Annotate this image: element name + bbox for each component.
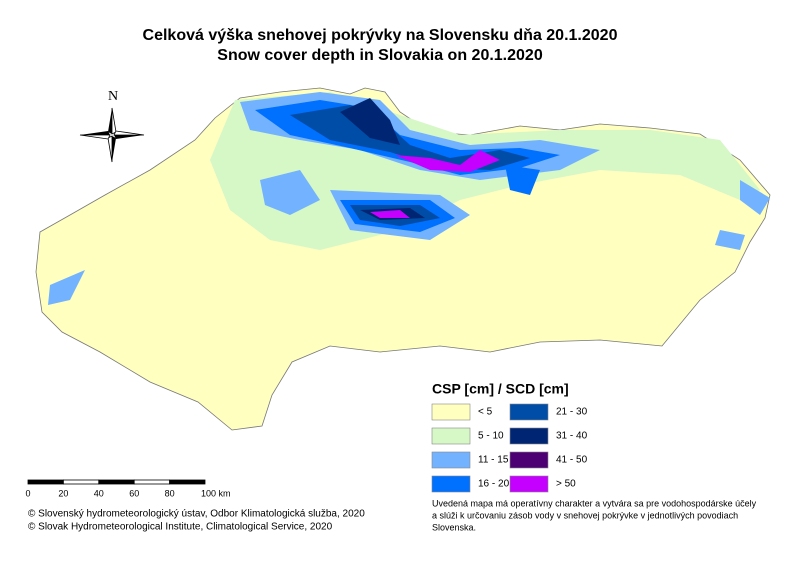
arrow-n: [111, 107, 117, 135]
legend-label: 5 - 10: [478, 431, 504, 442]
snow-31-40: [340, 98, 425, 220]
north-arrow: N: [79, 89, 145, 163]
legend-label: < 5: [478, 407, 493, 418]
scale-label: 0: [25, 488, 30, 498]
scale-label: 80: [165, 488, 175, 498]
legend-swatch: [431, 403, 471, 421]
legend-label: 21 - 30: [556, 407, 588, 418]
snow-over-50: [370, 150, 500, 218]
scale-segment: [27, 479, 64, 485]
scale-label: 60: [129, 488, 139, 498]
legend-swatch: [509, 475, 549, 493]
legend-swatch: [431, 451, 471, 469]
legend-swatch: [509, 451, 549, 469]
legend-label: 31 - 40: [556, 431, 588, 442]
arrow-s: [112, 136, 116, 162]
legend-label: 41 - 50: [556, 455, 588, 466]
credit: © Slovak Hydrometeorological Institute, …: [28, 522, 333, 533]
scale-segment: [98, 479, 135, 485]
snow-21-30: [290, 105, 530, 226]
arrow-e: [114, 135, 144, 139]
title-en: Snow cover depth in Slovakia on 20.1.202…: [217, 47, 543, 64]
arrow-w: [80, 131, 110, 135]
scale-bar: 0 20 40 60 80 100 km: [25, 479, 231, 498]
scale-label: 40: [94, 488, 104, 498]
legend-swatch: [509, 403, 549, 421]
credit: © Slovenský hydrometeorologický ústav, O…: [28, 509, 365, 520]
legend-swatch: [431, 475, 471, 493]
legend-swatch: [431, 427, 471, 445]
title-sk: Celková výška snehovej pokrývky na Slove…: [143, 27, 618, 44]
note-line: Slovenska.: [432, 522, 476, 532]
note-line: Uvedená mapa má operatívny charakter a v…: [432, 498, 757, 508]
arrow-w: [79, 134, 111, 140]
scale-segment: [133, 479, 170, 485]
scale-label: 100 km: [201, 488, 231, 498]
note-line: a slúži k určovaniu zásob vody v snehove…: [432, 510, 738, 520]
legend-label: 11 - 15: [478, 455, 509, 466]
arrow-n: [108, 108, 112, 134]
legend-title: CSP [cm] / SCD [cm]: [432, 381, 569, 397]
legend-swatch: [509, 427, 549, 445]
scale-segment: [169, 479, 206, 485]
legend-label: > 50: [556, 479, 576, 490]
snow-11-15: [48, 92, 770, 305]
scale-segment: [63, 479, 100, 485]
legend-label: 16 - 20: [478, 479, 510, 490]
scale-label: 20: [58, 488, 68, 498]
north-label: N: [108, 89, 118, 104]
legend: < 5 5 - 10 11 - 15 16 - 20 21 - 30 31 - 40 41 …: [431, 403, 588, 493]
country-map: [35, 87, 771, 431]
